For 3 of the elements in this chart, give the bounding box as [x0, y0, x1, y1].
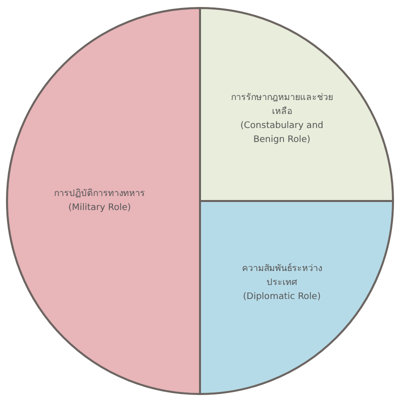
- slice-label: ความสัมพันธ์ระหว่างประเทศ (Diplomatic Role): [240, 262, 323, 304]
- slice-label: การรักษากฎหมายและช่วยเหลือ (Constabulary and Benign Role): [230, 92, 334, 148]
- slice-label: การปฏิบัติการทางทหาร (Military Role): [53, 188, 146, 215]
